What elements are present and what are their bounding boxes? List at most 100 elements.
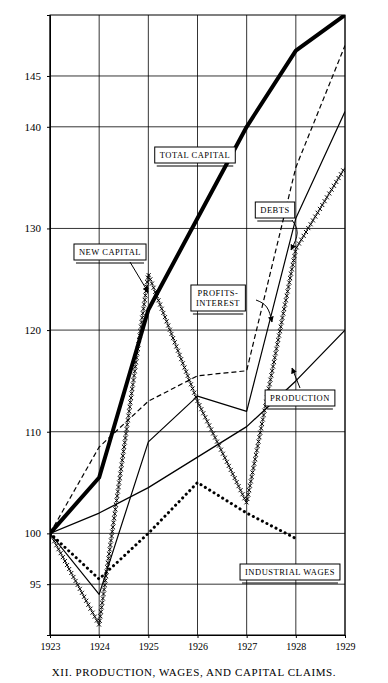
cross bbox=[201, 411, 205, 415]
cross bbox=[130, 387, 134, 391]
cross bbox=[269, 373, 273, 377]
cross bbox=[276, 338, 280, 342]
cross bbox=[341, 168, 345, 172]
x-tick-mark bbox=[247, 635, 248, 638]
x-tick-label: 1926 bbox=[188, 641, 208, 652]
x-tick-label: 1927 bbox=[237, 641, 257, 652]
cross bbox=[168, 328, 172, 332]
cross bbox=[102, 588, 106, 592]
cross bbox=[97, 623, 101, 627]
cross bbox=[323, 199, 327, 203]
series-label-text: DEBTS bbox=[260, 205, 289, 215]
cross bbox=[118, 476, 122, 480]
cross bbox=[221, 452, 225, 456]
cross-pattern bbox=[50, 168, 345, 626]
cross bbox=[337, 176, 341, 180]
series-label: NEW CAPITAL bbox=[74, 244, 148, 292]
x-tick-label: 1923 bbox=[41, 641, 61, 652]
cross bbox=[121, 454, 125, 458]
series-line bbox=[50, 15, 345, 533]
cross bbox=[112, 516, 116, 520]
cross bbox=[191, 386, 195, 390]
cross bbox=[65, 563, 69, 567]
cross bbox=[288, 276, 292, 280]
cross bbox=[213, 436, 217, 440]
series-label-text: TOTAL CAPITAL bbox=[160, 150, 231, 160]
y-tick-mark bbox=[47, 584, 50, 585]
cross bbox=[128, 405, 132, 409]
cross bbox=[289, 272, 293, 276]
cross bbox=[284, 298, 288, 302]
series-label-text: PROFITS-INTEREST bbox=[196, 288, 240, 308]
cross bbox=[120, 463, 124, 467]
cross bbox=[250, 475, 254, 479]
cross bbox=[291, 263, 295, 267]
cross bbox=[192, 391, 196, 395]
cross bbox=[106, 561, 110, 565]
cross bbox=[122, 445, 126, 449]
series-label: PRODUCTION bbox=[265, 368, 335, 409]
cross bbox=[254, 453, 258, 457]
cross bbox=[287, 281, 291, 285]
cross bbox=[108, 543, 112, 547]
grid-line-x bbox=[345, 15, 346, 635]
series-label-text: INDUSTRIAL WAGES bbox=[245, 567, 335, 577]
cross bbox=[86, 603, 90, 607]
cross bbox=[155, 294, 159, 298]
x-tick: 1929 bbox=[336, 635, 356, 652]
cross bbox=[332, 184, 336, 188]
x-tick-label: 1928 bbox=[286, 641, 306, 652]
y-tick-label: 95 bbox=[30, 578, 42, 590]
series-line bbox=[50, 112, 345, 595]
cross bbox=[158, 303, 162, 307]
cross bbox=[100, 601, 104, 605]
cross bbox=[109, 539, 113, 543]
y-tick-mark bbox=[47, 127, 50, 128]
cross bbox=[237, 484, 241, 488]
grid bbox=[50, 15, 345, 635]
cross bbox=[252, 462, 256, 466]
x-tick: 1924 bbox=[90, 635, 110, 652]
cross bbox=[114, 503, 118, 507]
cross bbox=[275, 342, 279, 346]
cross bbox=[156, 298, 160, 302]
y-tick: 145 bbox=[25, 70, 51, 82]
cross bbox=[141, 307, 145, 311]
series-labels: TOTAL CAPITAL DEBTS PROFITS-INTEREST PRODUC… bbox=[74, 147, 340, 583]
cross bbox=[176, 349, 180, 353]
cross bbox=[160, 307, 164, 311]
cross bbox=[100, 605, 104, 609]
plot-area bbox=[50, 15, 345, 627]
cross bbox=[80, 591, 84, 595]
cross bbox=[290, 267, 294, 271]
grid-line-x bbox=[246, 15, 247, 635]
cross bbox=[71, 575, 75, 579]
cross bbox=[140, 316, 144, 320]
cross bbox=[184, 370, 188, 374]
cross bbox=[189, 382, 193, 386]
cross bbox=[261, 417, 265, 421]
cross bbox=[148, 277, 152, 281]
cross bbox=[163, 315, 167, 319]
cross bbox=[245, 497, 249, 501]
cross bbox=[260, 422, 264, 426]
cross bbox=[186, 374, 190, 378]
y-tick: 140 bbox=[25, 121, 51, 133]
cross bbox=[111, 521, 115, 525]
cross bbox=[292, 254, 296, 258]
grid-line-x bbox=[99, 15, 100, 635]
y-tick-label: 120 bbox=[25, 324, 42, 336]
cross bbox=[106, 556, 110, 560]
cross bbox=[285, 294, 289, 298]
cross bbox=[119, 467, 123, 471]
x-tick: 1925 bbox=[139, 635, 159, 652]
series-line bbox=[50, 167, 345, 624]
label-box-shadow bbox=[242, 583, 338, 584]
cross bbox=[281, 311, 285, 315]
cross bbox=[325, 195, 329, 199]
cross bbox=[115, 494, 119, 498]
cross bbox=[279, 325, 283, 329]
cross bbox=[132, 374, 136, 378]
y-axis-line bbox=[47, 16, 51, 636]
cross bbox=[113, 512, 117, 516]
